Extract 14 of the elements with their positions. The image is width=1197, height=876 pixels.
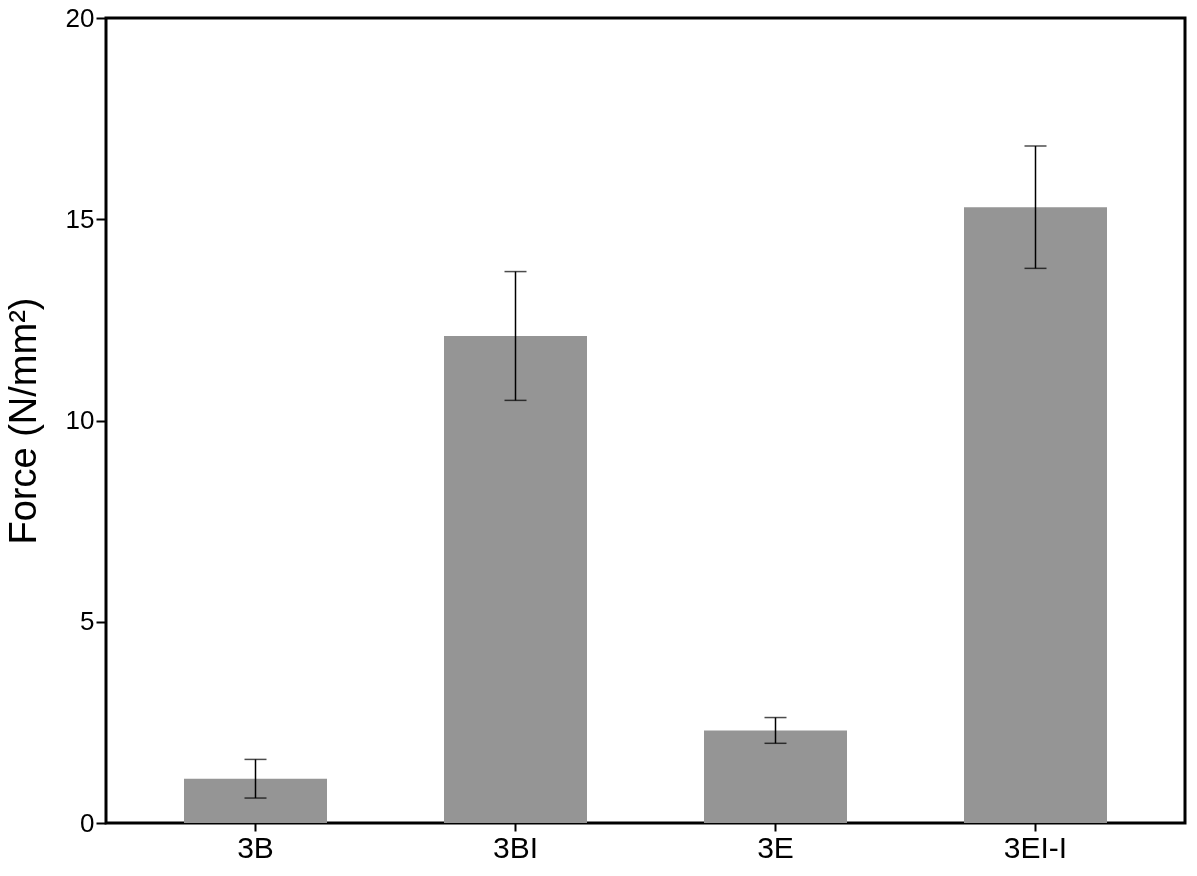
x-tick-label: 3E [757,830,794,864]
bar [444,335,587,823]
y-tick-label: 10 [65,405,95,435]
y-tick-label: 15 [65,203,95,234]
y-tick-label: 5 [80,606,95,637]
bar [704,730,847,823]
x-tick-label: 3B [237,830,274,864]
x-tick-label: 3BI [492,830,539,864]
y-axis-title: Force (N/mm²) [1,297,44,545]
bar [184,778,327,823]
x-tick-label: 3EI-I [1003,830,1068,864]
y-tick-label: 20 [65,2,95,33]
y-tick-label: 0 [80,807,95,838]
bar [964,207,1107,823]
